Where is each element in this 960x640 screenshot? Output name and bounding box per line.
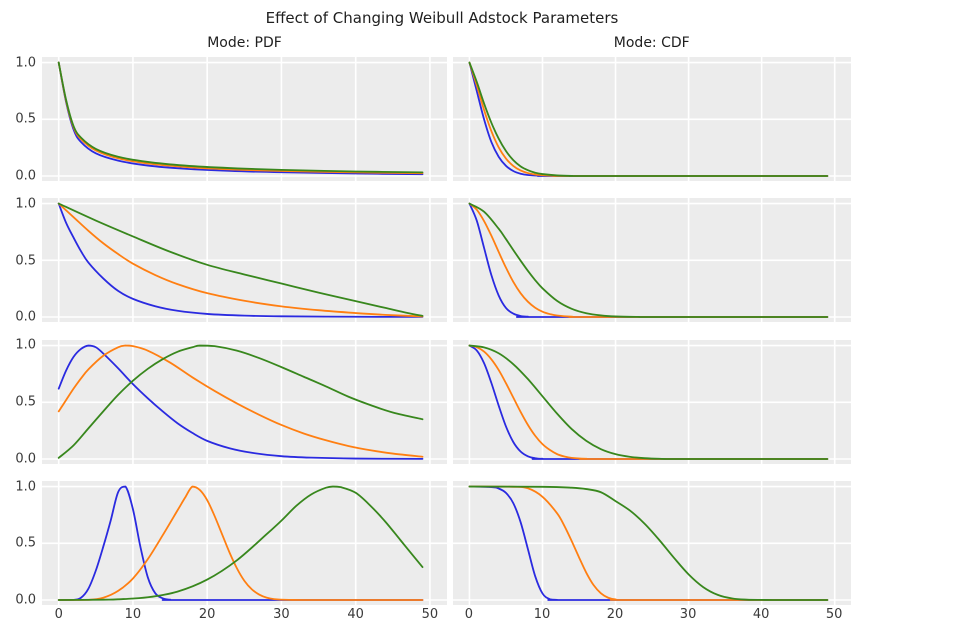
y-tick-label: 0.5	[15, 111, 36, 127]
y-tick-label: 0.0	[15, 309, 36, 325]
subplot-row4-pdf	[42, 481, 447, 605]
y-tick-label: 0.5	[15, 394, 36, 410]
y-tick-label: 1.0	[15, 337, 36, 353]
curve-medium-scale	[468, 344, 828, 460]
y-tick-label: 0.0	[15, 592, 36, 608]
curve-medium-scale	[57, 202, 424, 318]
curve-small-scale	[468, 485, 828, 601]
curve-small-scale	[468, 344, 828, 460]
subplot-row1-cdf	[452, 57, 851, 181]
x-tick-label: 40	[347, 607, 364, 622]
y-tick-label: 1.0	[15, 196, 36, 212]
curve-large-scale	[57, 202, 424, 318]
curve-small-scale	[57, 202, 424, 319]
x-tick-label: 50	[421, 607, 439, 622]
x-tick-label: 20	[606, 607, 624, 622]
curve-small-scale	[57, 485, 424, 601]
subplot-row2-pdf	[42, 198, 447, 323]
curve-large-scale	[57, 485, 424, 601]
column-title-pdf: Mode: PDF	[207, 35, 282, 51]
curve-medium-scale	[468, 485, 828, 601]
y-tick-label: 1.0	[15, 55, 36, 71]
curve-large-scale	[468, 344, 828, 460]
x-tick-label: 0	[464, 607, 474, 622]
subplot-row2-cdf	[452, 198, 851, 323]
curve-large-scale	[468, 202, 828, 319]
x-tick-label: 30	[273, 607, 290, 622]
x-tick-label: 40	[752, 607, 770, 622]
x-tick-label: 50	[825, 607, 843, 622]
curve-large-scale	[57, 344, 424, 459]
x-tick-label: 30	[679, 607, 697, 622]
curve-large-scale	[468, 485, 828, 601]
x-tick-label: 0	[54, 607, 63, 622]
curve-medium-scale	[468, 202, 828, 319]
subplot-row4-cdf	[452, 481, 851, 605]
y-tick-label: 1.0	[15, 479, 36, 495]
column-title-cdf: Mode: CDF	[613, 35, 690, 51]
subplot-row1-pdf	[42, 57, 447, 181]
x-tick-label: 10	[124, 607, 142, 622]
subplot-row3-pdf	[42, 339, 447, 464]
curve-medium-scale	[57, 485, 424, 601]
x-tick-label: 10	[533, 607, 551, 622]
y-tick-label: 0.5	[15, 535, 36, 551]
y-tick-label: 0.0	[15, 168, 36, 184]
curve-large-scale	[468, 61, 828, 177]
y-tick-label: 0.5	[15, 253, 36, 269]
y-tick-label: 0.0	[15, 451, 36, 467]
subplot-row3-cdf	[452, 339, 851, 464]
curve-medium-scale	[57, 344, 424, 458]
curve-small-scale	[57, 344, 424, 460]
figure-title: Effect of Changing Weibull Adstock Param…	[265, 9, 619, 27]
curve-large-scale	[57, 61, 424, 174]
curve-small-scale	[468, 202, 828, 319]
x-tick-label: 20	[198, 607, 216, 622]
